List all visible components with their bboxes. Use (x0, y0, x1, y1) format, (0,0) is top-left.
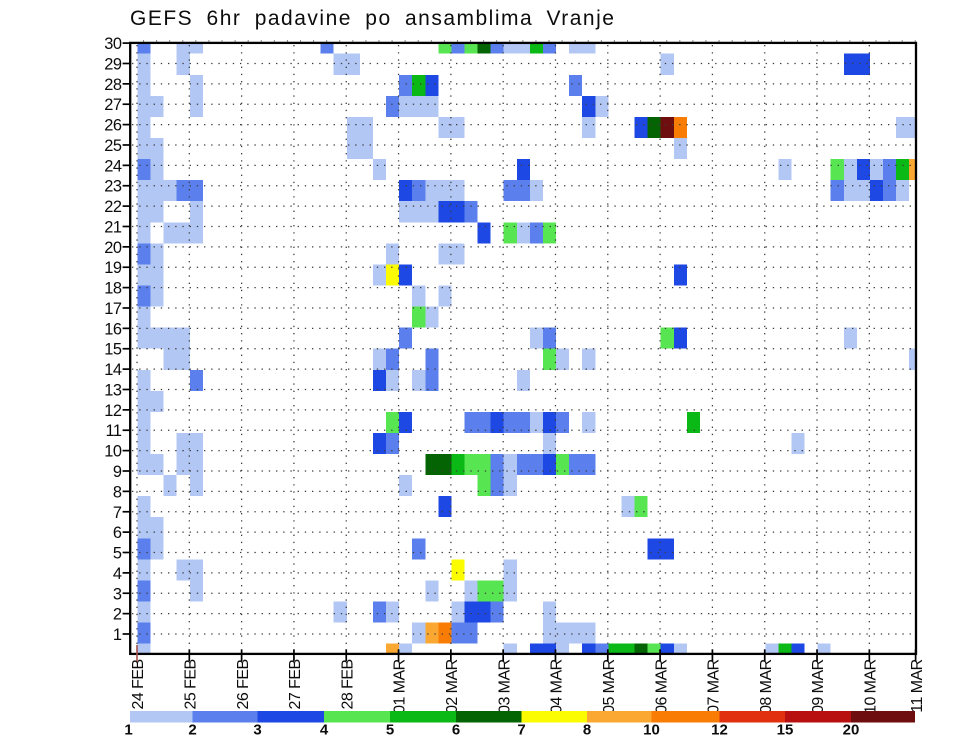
svg-text:01 MAR: 01 MAR (392, 659, 409, 714)
svg-text:19: 19 (104, 259, 122, 277)
svg-text:4: 4 (320, 722, 329, 739)
svg-text:10: 10 (643, 722, 660, 739)
svg-text:27: 27 (104, 96, 122, 114)
svg-text:20: 20 (104, 239, 122, 257)
svg-text:28: 28 (104, 76, 122, 94)
svg-text:25 FEB: 25 FEB (183, 659, 200, 709)
svg-text:29: 29 (104, 55, 122, 73)
svg-text:25: 25 (104, 137, 122, 155)
svg-text:30: 30 (104, 35, 122, 53)
svg-text:5: 5 (386, 722, 394, 739)
svg-text:15: 15 (104, 341, 122, 359)
svg-text:9: 9 (113, 463, 122, 481)
svg-text:09 MAR: 09 MAR (810, 659, 827, 714)
svg-text:05 MAR: 05 MAR (601, 659, 618, 714)
svg-text:8: 8 (583, 722, 591, 739)
svg-text:04 MAR: 04 MAR (549, 659, 566, 714)
svg-text:3: 3 (253, 722, 261, 739)
svg-text:8: 8 (113, 483, 122, 501)
svg-text:11: 11 (105, 422, 121, 440)
svg-text:26 FEB: 26 FEB (235, 659, 252, 709)
svg-text:5: 5 (113, 545, 122, 563)
svg-text:7: 7 (517, 722, 525, 739)
svg-text:23: 23 (104, 178, 122, 196)
svg-text:11 MAR: 11 MAR (909, 659, 926, 712)
svg-text:18: 18 (104, 280, 122, 298)
svg-text:GEFS 6hr padavine po ansamblim: GEFS 6hr padavine po ansamblima Vranje (130, 7, 615, 30)
svg-text:03 MAR: 03 MAR (496, 659, 513, 714)
svg-text:1: 1 (113, 626, 122, 644)
svg-text:06 MAR: 06 MAR (653, 659, 670, 714)
svg-text:2: 2 (188, 722, 196, 739)
svg-text:15: 15 (777, 722, 794, 739)
svg-text:20: 20 (843, 722, 860, 739)
svg-text:17: 17 (104, 300, 122, 318)
svg-text:1: 1 (124, 722, 132, 739)
svg-text:6: 6 (452, 722, 460, 739)
svg-text:07 MAR: 07 MAR (706, 659, 723, 714)
svg-text:7: 7 (113, 504, 122, 522)
svg-text:12: 12 (104, 402, 122, 420)
svg-text:6: 6 (113, 524, 122, 542)
svg-text:08 MAR: 08 MAR (758, 659, 775, 714)
svg-text:13: 13 (104, 381, 122, 399)
svg-text:24 FEB: 24 FEB (130, 659, 147, 709)
svg-text:16: 16 (104, 320, 122, 338)
svg-text:2: 2 (113, 606, 122, 624)
svg-text:10: 10 (104, 443, 122, 461)
svg-text:28 FEB: 28 FEB (339, 659, 356, 709)
svg-text:24: 24 (104, 157, 122, 175)
svg-text:12: 12 (711, 722, 728, 739)
svg-text:21: 21 (104, 218, 122, 236)
svg-text:3: 3 (113, 585, 122, 603)
svg-text:14: 14 (104, 361, 122, 379)
svg-text:22: 22 (104, 198, 122, 216)
svg-text:26: 26 (104, 117, 122, 135)
svg-text:4: 4 (113, 565, 122, 583)
svg-text:10 MAR: 10 MAR (863, 659, 880, 714)
svg-text:02 MAR: 02 MAR (444, 659, 461, 714)
svg-text:27 FEB: 27 FEB (287, 659, 304, 709)
